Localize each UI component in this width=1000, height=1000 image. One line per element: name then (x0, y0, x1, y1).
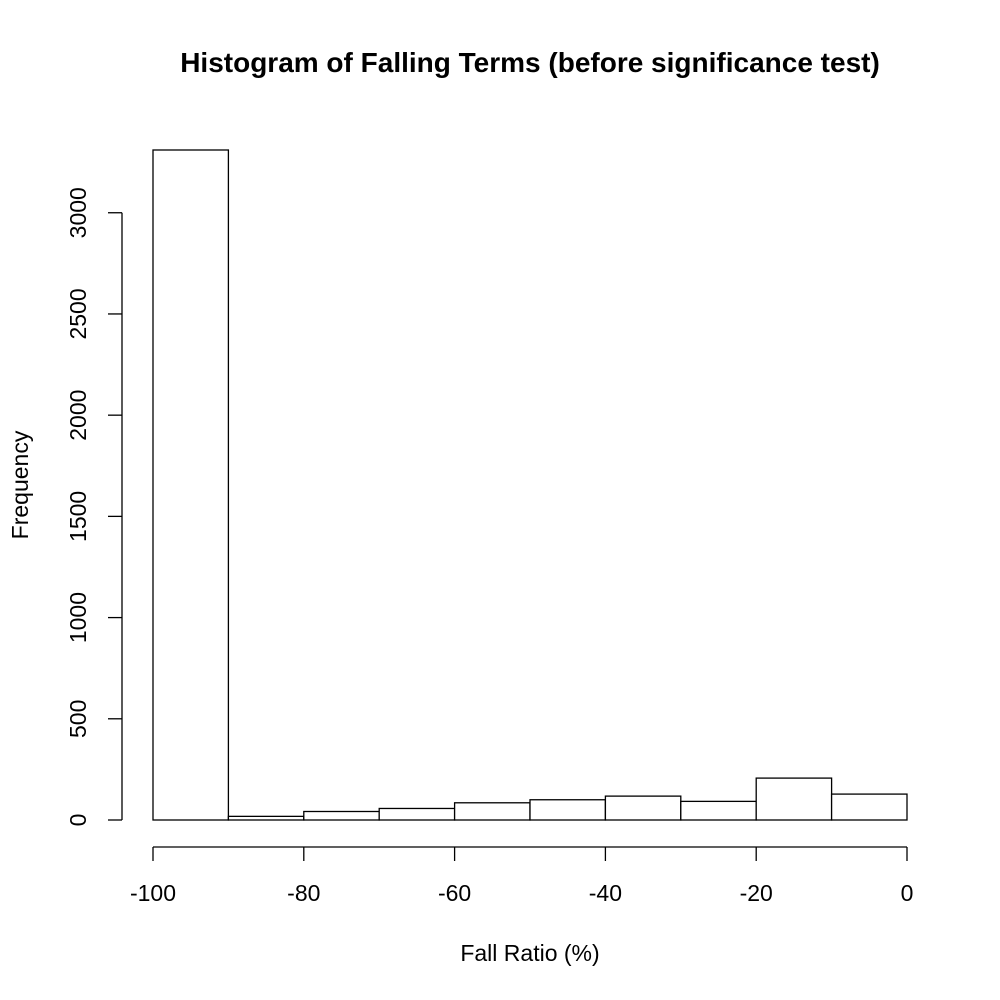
y-tick-label: 500 (65, 700, 91, 738)
x-tick-label: -80 (287, 880, 320, 906)
bars-group (152, 149, 908, 821)
x-tick-label: -20 (740, 880, 773, 906)
y-tick-label: 2500 (65, 288, 91, 339)
histogram-bar (755, 777, 833, 821)
y-tick-label: 1000 (65, 592, 91, 643)
histogram-bar (830, 793, 908, 821)
histogram-bar (604, 795, 682, 821)
x-axis: -100 -80 -60 -40 -20 0 (130, 846, 914, 906)
y-axis-label: Frequency (7, 430, 33, 539)
x-tick-label: -60 (438, 880, 471, 906)
chart-title: Histogram of Falling Terms (before signi… (180, 47, 880, 78)
histogram-bar (227, 815, 305, 821)
histogram-bar (680, 800, 757, 821)
x-axis-label: Fall Ratio (%) (460, 940, 599, 966)
histogram-bar (453, 802, 531, 821)
histogram-bar (529, 799, 607, 821)
histogram-bar (152, 149, 230, 821)
x-tick-label: 0 (901, 880, 914, 906)
y-tick-label: 1500 (65, 491, 91, 542)
x-tick-label: -40 (589, 880, 622, 906)
y-axis: 0 500 1000 1500 2000 2500 3000 (65, 187, 123, 827)
y-tick-label: 3000 (65, 187, 91, 238)
y-tick-label: 0 (65, 814, 91, 827)
y-tick-label: 2000 (65, 390, 91, 441)
x-tick-label: -100 (130, 880, 176, 906)
histogram-bar (378, 807, 456, 821)
histogram-bar (303, 810, 380, 821)
